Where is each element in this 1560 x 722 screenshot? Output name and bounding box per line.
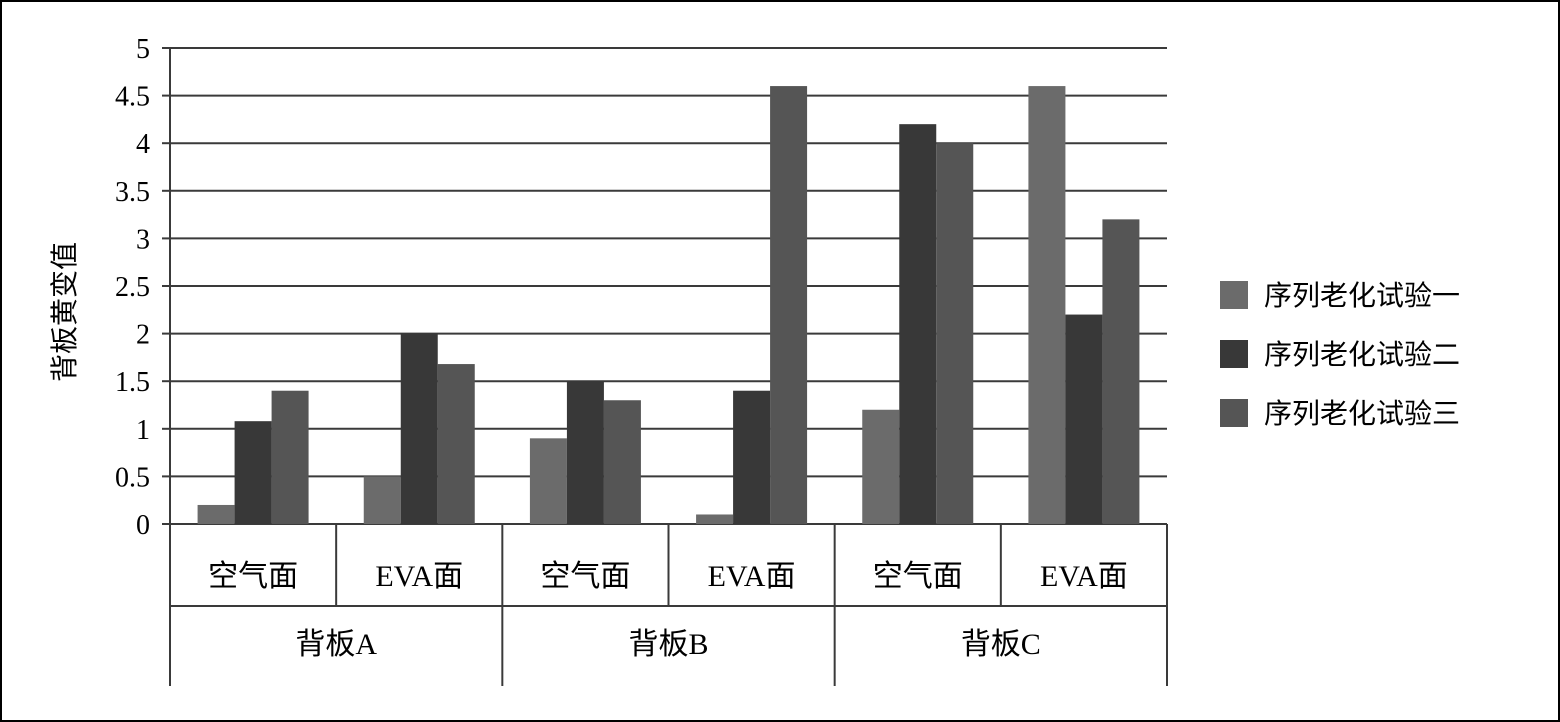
legend-label: 序列老化试验一 [1264, 279, 1460, 312]
legend-swatch [1220, 399, 1248, 427]
axes [162, 47, 1168, 686]
x-group-label: 背板A [295, 628, 377, 661]
y-tick-label: 0 [136, 510, 150, 541]
y-tick-label: 0.5 [115, 462, 150, 493]
bar [529, 438, 567, 524]
bar [862, 409, 900, 524]
x-category-label: EVA面 [1040, 560, 1128, 593]
bar [696, 514, 734, 524]
bar [400, 333, 438, 524]
bar [363, 476, 401, 524]
legend-label: 序列老化试验二 [1264, 338, 1460, 371]
bar [437, 364, 475, 524]
x-group-label: 背板B [628, 628, 708, 661]
bar [603, 400, 641, 524]
bar [1065, 314, 1103, 524]
bar [936, 143, 974, 524]
y-tick-label: 5 [136, 34, 150, 65]
y-tick-label: 3.5 [115, 177, 150, 208]
bar [770, 86, 808, 524]
y-tick-label: 3 [136, 224, 150, 255]
y-tick-label: 4.5 [115, 82, 150, 113]
x-category-label: EVA面 [708, 560, 796, 593]
y-tick-label: 4 [136, 129, 150, 160]
y-axis-title: 背板黄变值 [48, 242, 81, 382]
legend-swatch [1220, 340, 1248, 368]
legend-label: 序列老化试验三 [1264, 397, 1460, 430]
labels: 0 0.5 1 1.5 2 2.5 3 3.5 4 4.5 5 空气面 EVA面 空气面 EVA面 空气面 EV… [115, 34, 1128, 661]
bar [1028, 86, 1066, 524]
bar [733, 390, 771, 524]
x-category-label: 空气面 [208, 560, 298, 593]
y-tick-label: 1.5 [115, 367, 150, 398]
legend-swatch [1220, 281, 1248, 309]
y-tick-label: 2 [136, 320, 150, 351]
x-group-label: 背板C [961, 628, 1041, 661]
bar [234, 421, 272, 524]
x-category-label: 空气面 [540, 560, 630, 593]
x-category-label: 空气面 [873, 560, 963, 593]
y-tick-label: 1 [136, 415, 150, 446]
bar [899, 124, 937, 524]
bars [197, 86, 1140, 525]
x-category-label: EVA面 [375, 560, 463, 593]
bar [271, 390, 309, 524]
y-tick-label: 2.5 [115, 272, 150, 303]
bar [197, 504, 235, 524]
bar [1102, 219, 1140, 525]
gridlines [170, 47, 1167, 525]
bar [566, 381, 604, 524]
